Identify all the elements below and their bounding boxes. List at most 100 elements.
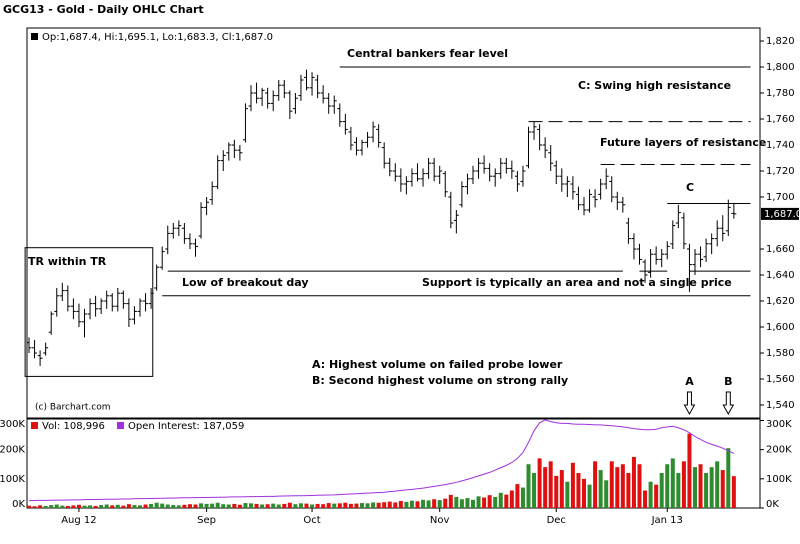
volume-bar	[426, 500, 431, 508]
volume-bar	[665, 464, 670, 508]
volume-bar	[88, 505, 93, 508]
volume-bar	[160, 503, 165, 508]
price-panel	[26, 27, 761, 419]
volume-bar	[310, 504, 315, 508]
volume-bar	[221, 504, 226, 508]
volume-bar	[726, 448, 731, 508]
volume-bar	[609, 461, 614, 508]
copyright: (c) Barchart.com	[35, 403, 111, 413]
annotation: TR within TR	[28, 255, 107, 268]
volume-bar	[282, 503, 287, 508]
chart-title: GCG13 - Gold - Daily OHLC Chart	[3, 3, 204, 16]
vol-tick-label: 300K	[766, 419, 792, 430]
volume-bar	[60, 505, 65, 508]
arrow	[722, 391, 735, 416]
volume-bar	[482, 497, 487, 508]
volume-bar	[293, 504, 298, 508]
volume-bar	[631, 456, 636, 508]
volume-bar	[715, 461, 720, 508]
volume-bar	[565, 481, 570, 508]
volume-bar	[526, 464, 531, 508]
vol-tick-label-left: 200K	[0, 445, 25, 456]
volume-bar	[165, 504, 170, 508]
volume-bar	[398, 500, 403, 508]
volume-bar	[598, 470, 603, 508]
volume-bar	[676, 472, 681, 508]
volume-bar	[210, 503, 215, 508]
x-tick-label: Sep	[197, 515, 216, 526]
volume-bar	[82, 505, 87, 508]
ohlc-legend: Op:1,687.4, Hi:1,695.1, Lo:1,683.3, Cl:1…	[42, 32, 273, 43]
arrow-label: B	[724, 375, 732, 388]
volume-bar	[532, 472, 537, 508]
volume-bar	[648, 481, 653, 508]
volume-bar	[537, 458, 542, 508]
volume-bar	[659, 472, 664, 508]
annotation: Future layers of resistance	[600, 136, 766, 149]
vol-legend-swatch	[31, 422, 38, 429]
volume-bar	[171, 505, 176, 508]
annotation: Central bankers fear level	[347, 47, 508, 60]
volume-bar	[559, 470, 564, 508]
y-tick-label: 1,620	[766, 296, 795, 307]
volume-bar	[704, 472, 709, 508]
volume-bar	[643, 490, 648, 508]
x-tick-label: Aug 12	[61, 515, 96, 526]
volume-bar	[93, 505, 98, 508]
open-interest-line	[28, 419, 735, 502]
arrow-label: A	[685, 375, 694, 388]
annotation: A: Highest volume on failed probe lower	[312, 358, 563, 371]
volume-bar	[687, 433, 692, 508]
vol-tick-label-left: 100K	[0, 474, 25, 485]
volume-bar	[570, 462, 575, 508]
volume-bar	[332, 503, 337, 508]
volume-bar	[104, 504, 109, 508]
volume-bar	[376, 502, 381, 508]
volume-bar	[32, 506, 37, 508]
volume-bar	[27, 505, 31, 508]
x-tick-label: Jan 13	[651, 515, 683, 526]
volume-bar	[615, 467, 620, 508]
volume-bar	[504, 494, 509, 508]
volume-bar	[276, 504, 281, 508]
volume-bar	[709, 467, 714, 508]
vol-tick-label: 100K	[766, 474, 792, 485]
vol-tick-label: 0K	[766, 499, 779, 510]
volume-bar	[371, 502, 376, 508]
volume-bar	[154, 502, 159, 508]
volume-bar	[149, 503, 154, 508]
volume-bar	[409, 500, 414, 508]
annotation-box	[24, 247, 154, 377]
volume-bar	[437, 500, 442, 508]
y-tick-label: 1,580	[766, 348, 795, 359]
vol-tick-label-left: 300K	[0, 419, 25, 430]
volume-bar	[110, 505, 115, 508]
y-tick-label: 1,800	[766, 62, 795, 73]
volume-bar	[720, 470, 725, 508]
volume-bar	[432, 499, 437, 508]
y-tick-label: 1,540	[766, 400, 795, 411]
volume-bar	[260, 504, 265, 508]
volume-bar	[515, 484, 520, 508]
y-tick-label: 1,820	[766, 36, 795, 47]
volume-bar	[421, 499, 426, 508]
y-tick-label: 1,660	[766, 244, 795, 255]
volume-bar	[49, 505, 54, 508]
y-tick-label: 1,740	[766, 140, 795, 151]
vol-tick-label-left: 0K	[12, 499, 25, 510]
annotation: B: Second highest volume on strong rally	[312, 374, 568, 387]
volume-bar	[476, 496, 481, 508]
last-price-label: 1,687.0	[764, 209, 800, 220]
volume-bar	[65, 505, 70, 508]
volume-bar	[132, 505, 137, 508]
volume-bar	[587, 484, 592, 508]
volume-bar	[731, 476, 736, 508]
volume-bar	[115, 504, 120, 508]
volume-bar	[454, 496, 459, 508]
volume-bar	[176, 505, 181, 508]
y-tick-label: 1,760	[766, 114, 795, 125]
volume-bar	[226, 504, 231, 508]
volume-bar	[187, 504, 192, 508]
volume-bar	[54, 504, 59, 508]
